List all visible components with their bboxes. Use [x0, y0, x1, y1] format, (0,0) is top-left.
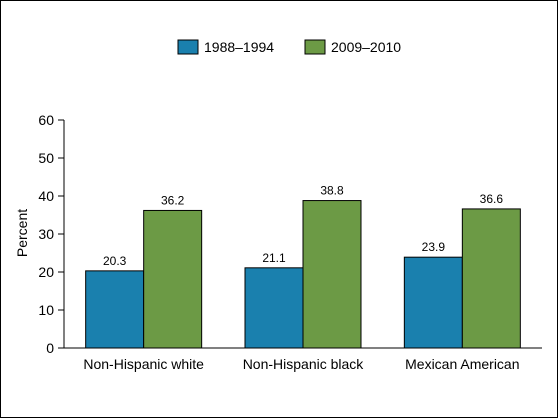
bar-2-3: [461, 208, 521, 349]
y-axis-title: Percent: [14, 209, 30, 257]
y-tick-label: 10: [38, 302, 54, 318]
data-label: 36.2: [161, 193, 185, 207]
y-tick-label: 30: [38, 226, 54, 242]
x-tick-label: Mexican American: [405, 356, 519, 372]
bar-1-1: [85, 270, 145, 349]
data-label: 20.3: [103, 254, 127, 268]
legend-swatch: [177, 39, 199, 55]
x-axis: Non-Hispanic white Non-Hispanic black Mexi…: [64, 347, 542, 372]
y-tick-label: 50: [38, 150, 54, 166]
y-tick-label: 20: [38, 264, 54, 280]
legend-label: 2009–2010: [331, 39, 401, 55]
bar-2-1: [143, 209, 203, 349]
data-label: 36.6: [480, 192, 504, 206]
bars: 20.3 36.2 21.1 38.8 23.9 36.6: [85, 184, 521, 349]
x-tick-label: Non-Hispanic black: [243, 356, 365, 372]
data-label: 21.1: [262, 251, 286, 265]
data-label: 23.9: [422, 240, 446, 254]
legend-label: 1988–1994: [204, 39, 274, 55]
y-tick-label: 0: [46, 340, 54, 356]
legend: 1988–1994 2009–2010: [177, 39, 401, 55]
x-tick-label: Non-Hispanic white: [83, 356, 204, 372]
bar-2-2: [302, 200, 362, 349]
data-label: 38.8: [320, 184, 344, 198]
y-axis: 0 10 20 30 40 50 60: [38, 112, 65, 356]
y-tick-label: 60: [38, 112, 54, 128]
legend-swatch: [304, 39, 326, 55]
y-tick-label: 40: [38, 188, 54, 204]
bar-1-3: [403, 256, 463, 349]
bar-1-2: [244, 267, 304, 349]
